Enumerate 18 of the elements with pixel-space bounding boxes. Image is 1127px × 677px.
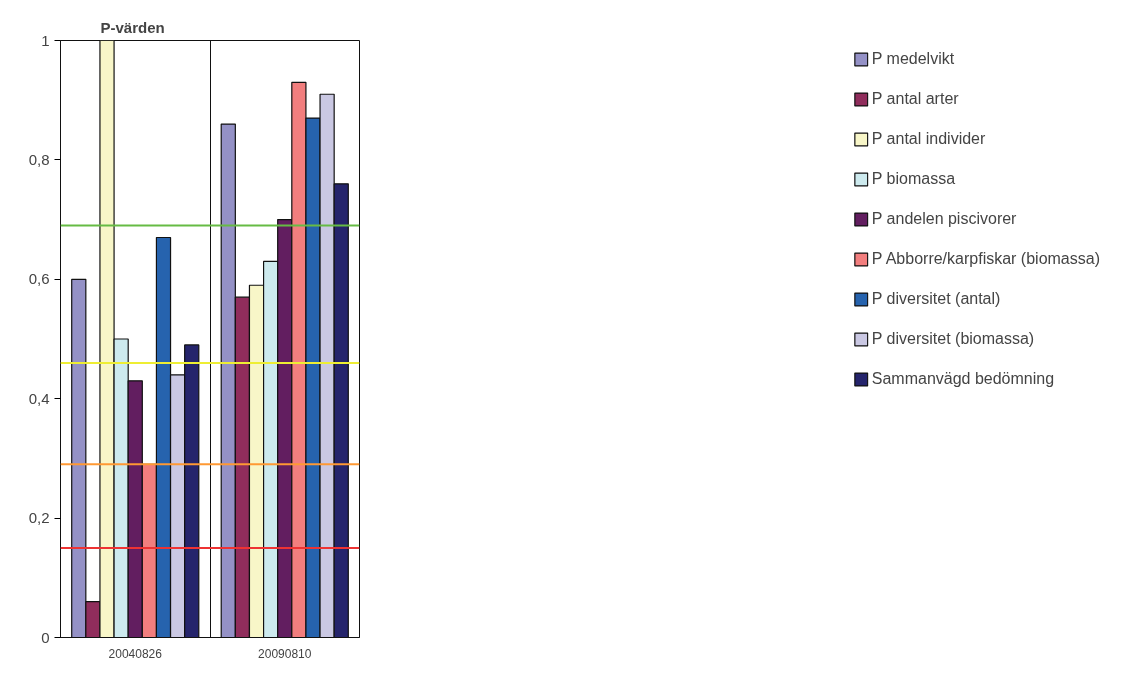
- legend-label: P antal arter: [871, 90, 959, 108]
- y-tick-label: 1: [41, 31, 50, 49]
- legend-label: P andelen piscivorer: [871, 210, 1017, 228]
- legend-label: P diversitet (biomassa): [871, 330, 1035, 348]
- y-tick-label: 0,4: [28, 389, 50, 407]
- legend-label: P diversitet (antal): [871, 290, 1001, 308]
- y-tick-label: 0: [41, 628, 50, 646]
- legend-label: P medelvikt: [871, 50, 955, 68]
- x-tick-label: 20090810: [258, 646, 312, 661]
- legend-label: P biomassa: [871, 170, 956, 188]
- legend-label: Sammanvägd bedömning: [871, 370, 1055, 388]
- legend-label: P antal individer: [871, 130, 986, 148]
- chart-title: P-värden: [100, 18, 165, 36]
- y-tick-label: 0,8: [28, 150, 50, 168]
- legend-label: P Abborre/karpfiskar (biomassa): [871, 250, 1100, 268]
- x-tick-label: 20040826: [108, 646, 163, 661]
- y-tick-label: 0,2: [28, 509, 50, 527]
- y-tick-label: 0,6: [28, 270, 50, 288]
